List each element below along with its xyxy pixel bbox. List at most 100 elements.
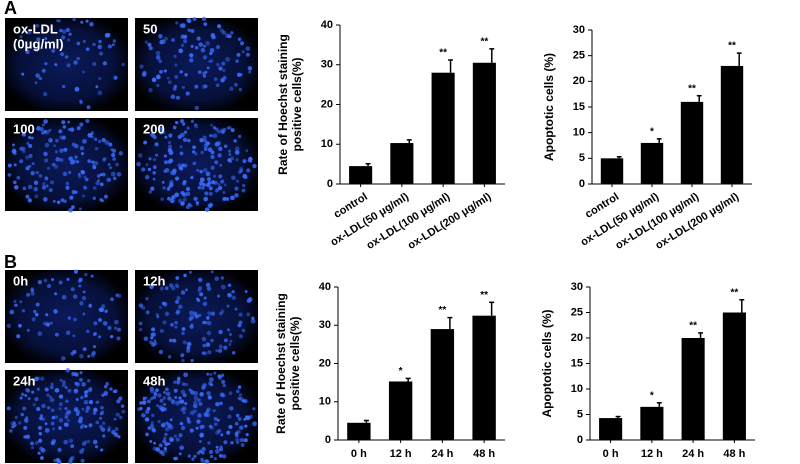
nucleus <box>145 310 150 315</box>
y-tick-label: 20 <box>571 332 583 344</box>
nucleus <box>230 156 235 161</box>
nucleus <box>79 122 84 127</box>
nucleus <box>20 392 25 397</box>
nucleus <box>61 35 66 40</box>
nucleus <box>100 405 104 410</box>
nucleus <box>13 180 17 185</box>
nucleus <box>173 388 178 393</box>
nucleus <box>179 151 184 156</box>
nucleus <box>64 386 68 390</box>
nucleus <box>190 176 194 180</box>
nucleus <box>58 394 64 399</box>
nucleus <box>59 378 63 382</box>
nucleus <box>92 42 96 47</box>
nucleus <box>53 309 58 314</box>
nucleus <box>181 358 185 363</box>
nucleus <box>78 174 82 179</box>
nucleus <box>228 332 232 337</box>
nucleus <box>68 438 74 444</box>
nucleus <box>39 414 44 418</box>
nucleus <box>83 185 88 190</box>
nucleus <box>206 66 210 70</box>
nucleus <box>41 123 45 127</box>
nucleus <box>35 23 40 28</box>
nucleus <box>221 454 227 459</box>
nucleus <box>162 439 167 444</box>
nucleus <box>193 123 198 127</box>
nucleus <box>50 277 55 282</box>
nucleus <box>102 157 107 161</box>
nucleus <box>73 317 77 322</box>
y-tick-label: 0 <box>577 434 583 446</box>
nucleus <box>54 415 59 419</box>
nucleus <box>36 407 41 411</box>
image-label: 12h <box>143 273 165 288</box>
nucleus <box>183 34 188 39</box>
nucleus <box>221 61 226 66</box>
nucleus <box>78 277 83 282</box>
nucleus <box>207 311 212 316</box>
nucleus <box>163 391 167 394</box>
nucleus <box>168 133 173 138</box>
nucleus <box>212 408 216 413</box>
nucleus <box>94 445 99 449</box>
nucleus <box>167 442 171 446</box>
nucleus <box>206 391 211 396</box>
nucleus <box>201 446 206 452</box>
nucleus <box>238 312 243 317</box>
nucleus <box>53 144 57 148</box>
nucleus <box>206 286 212 291</box>
nucleus <box>187 454 191 458</box>
nucleus <box>85 47 90 51</box>
nucleus <box>169 418 173 422</box>
nucleus <box>203 139 207 143</box>
nucleus <box>151 327 156 332</box>
nucleus <box>223 440 228 445</box>
nucleus <box>158 305 162 309</box>
nucleus <box>161 129 166 135</box>
bar <box>640 406 664 440</box>
nucleus <box>180 407 185 412</box>
nucleus <box>30 170 35 176</box>
nucleus <box>225 56 231 62</box>
nucleus <box>230 440 234 445</box>
nucleus <box>168 158 174 163</box>
nucleus <box>151 427 156 432</box>
y-tick-label: 30 <box>573 24 585 36</box>
nucleus <box>33 180 39 185</box>
nucleus <box>203 22 208 26</box>
nucleus <box>81 423 85 428</box>
significance: * <box>399 366 403 377</box>
nucleus <box>156 84 160 87</box>
nucleus <box>235 389 240 394</box>
nucleus <box>22 186 27 191</box>
nucleus <box>163 436 167 440</box>
nucleus <box>60 198 65 202</box>
nucleus <box>144 40 149 44</box>
nucleus <box>203 196 208 202</box>
nucleus <box>247 159 251 163</box>
x-tick-label: 24 h <box>431 448 453 460</box>
nucleus <box>229 406 234 411</box>
nucleus <box>68 208 73 213</box>
nucleus <box>99 416 103 420</box>
nucleus <box>63 147 68 152</box>
nucleus <box>205 171 211 177</box>
nucleus <box>204 191 209 196</box>
nucleus <box>155 50 161 56</box>
nucleus <box>149 340 153 345</box>
nucleus <box>194 105 200 111</box>
nucleus <box>162 402 167 407</box>
nucleus <box>81 382 86 387</box>
nucleus <box>238 393 243 397</box>
nucleus <box>112 389 117 394</box>
y-axis-label: Rate of Hoechst staining <box>274 293 288 434</box>
nucleus <box>100 427 106 432</box>
nucleus <box>217 153 222 158</box>
y-axis-label: positive cells(%) <box>290 57 304 151</box>
significance: * <box>650 126 654 137</box>
y-tick-label: 40 <box>321 19 333 31</box>
nucleus <box>113 75 118 80</box>
nucleus <box>56 458 60 462</box>
nucleus <box>150 132 155 138</box>
